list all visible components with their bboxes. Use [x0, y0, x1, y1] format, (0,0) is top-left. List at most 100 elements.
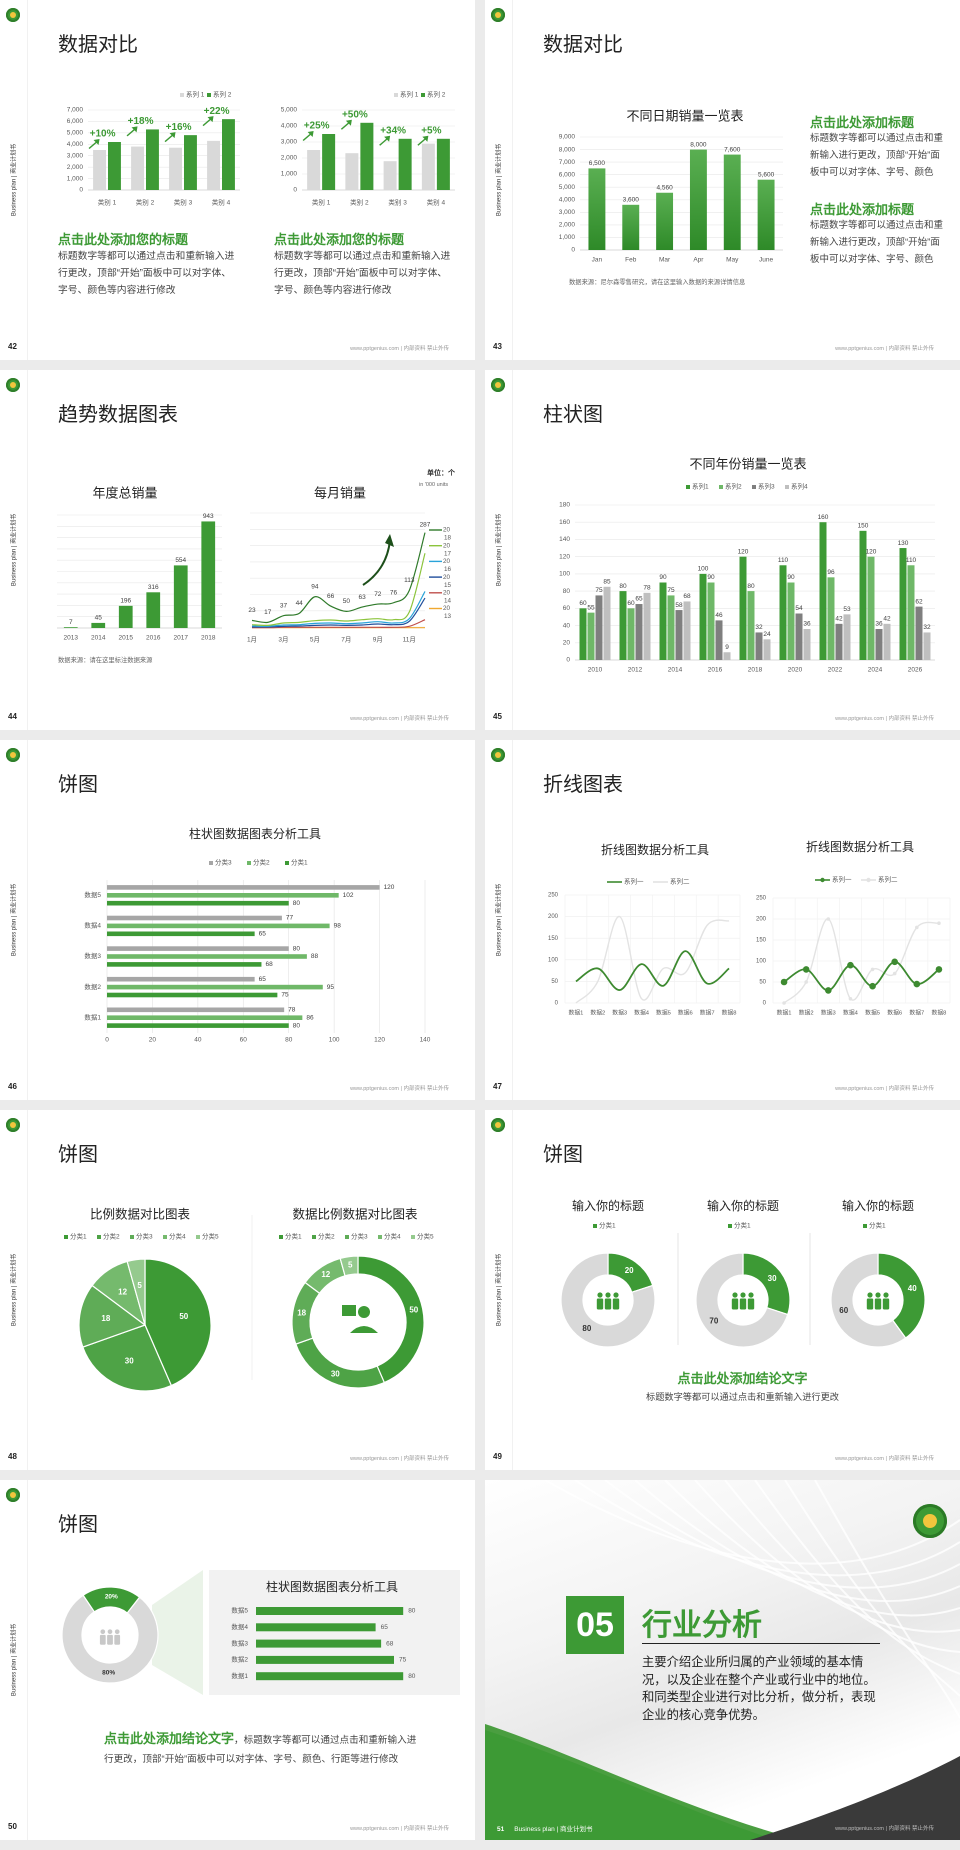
- x-tick-label: 数据1: [569, 1009, 584, 1017]
- data-label: 76: [390, 589, 398, 596]
- legend-swatch: [686, 485, 690, 489]
- legend-label: 系列 2: [427, 90, 446, 99]
- series-line: [575, 950, 730, 991]
- chart-title: 折线图数据分析工具: [601, 842, 709, 857]
- data-label: 63: [358, 594, 366, 601]
- x-tick-label: 类别 2: [350, 198, 369, 207]
- pie-slice: [339, 1255, 359, 1277]
- logo-emblem-icon: [491, 378, 505, 392]
- block-body[interactable]: 标题数字等都可以通过点击和重新输入进行更改，顶部“开始”面板中可以对字体、字号、…: [58, 251, 235, 296]
- bar: [675, 610, 683, 660]
- pie-slice: [82, 1586, 141, 1614]
- slide-42[interactable]: 数据对比 0 1,000 2,000 3,000 4,000 5,000 6,000 7,00…: [0, 0, 475, 360]
- y-tick-label: 6,000: [67, 118, 84, 125]
- block-body[interactable]: 标题数字等都可以通过点击和重新输入进行更改，顶部“开始”面板中可以对字体、字号、…: [810, 220, 944, 265]
- block-heading[interactable]: 点击此处添加标题: [810, 202, 915, 217]
- section-description[interactable]: 主要介绍企业所归属的产业领域的基本情况，以及企业在整个产业或行业中的地位。和同类…: [642, 1655, 876, 1722]
- bar: [107, 900, 289, 906]
- slice-label: 12: [118, 1287, 127, 1296]
- up-arrow-icon: [88, 139, 100, 149]
- slide-45[interactable]: 柱状图 不同年份销量一览表 系列1 系列2 系列3 系列4 0 20 40 60 80 100 120…: [485, 370, 960, 730]
- legend-label: 系列4: [791, 482, 808, 491]
- y-tick-label: 0: [571, 247, 575, 254]
- slide-49[interactable]: 饼图 输入你的标题 分类1 20 80 输入你的标题 分类1 30 70 输入你的标题 分类1 40…: [485, 1110, 960, 1470]
- footer-text: www.pptgenius.com | 内部资料 禁止外传: [835, 1826, 934, 1832]
- y-tick-label: 40: [563, 622, 571, 629]
- bar: [307, 150, 321, 190]
- y-category-label: 数据2: [231, 1655, 248, 1664]
- data-marker: [782, 1001, 786, 1005]
- up-arrow-icon: [126, 126, 138, 137]
- person-head: [107, 1629, 113, 1635]
- data-marker: [847, 961, 854, 969]
- block-body[interactable]: 标题数字等都可以通过点击和重新输入进行更改，顶部“开始”面板中可以对字体、字号、…: [274, 251, 451, 296]
- data-label: 130: [898, 540, 909, 547]
- footer-label: Business plan | 商业计划书: [514, 1826, 593, 1833]
- dark-wave: [750, 1756, 960, 1840]
- conclusion-body[interactable]: 标题数字等都可以通过点击和重新输入进行更改: [646, 1392, 839, 1402]
- bar-chart-compare-left: 0 1,000 2,000 3,000 4,000 5,000 6,000 7,000 类别 1…: [67, 90, 455, 207]
- data-label: 75: [281, 992, 289, 999]
- logo-emblem-icon: [491, 1118, 505, 1132]
- data-label: 45: [95, 615, 103, 622]
- x-tick-label: 2018: [201, 635, 216, 642]
- x-tick-label: 数据7: [700, 1009, 715, 1017]
- slide-48[interactable]: 饼图 比例数据对比图表 分类1 分类2 分类3 分类4 分类5 50 30 18 12 5 数据比例数…: [0, 1110, 475, 1470]
- x-tick-label: June: [759, 257, 773, 264]
- pie-slice: [357, 1255, 425, 1384]
- data-label: 96: [827, 569, 835, 576]
- slice-label: 30: [125, 1356, 134, 1365]
- x-tick-label: 80: [285, 1037, 293, 1044]
- bar: [93, 150, 106, 190]
- slide-46[interactable]: 饼图 柱状图数据图表分析工具 分类3 分类2 分类1 0 20 40 60 80 100 120 14…: [0, 740, 475, 1100]
- data-label: 78: [288, 1007, 296, 1014]
- conclusion-paragraph[interactable]: 点击此处添加结论文字，标题数字等都可以通过点击和重新输入进行更改，顶部“开始”面…: [104, 1729, 424, 1769]
- data-label: 120: [738, 548, 749, 555]
- y-category-label: 数据4: [231, 1622, 248, 1631]
- series-line: [251, 619, 426, 629]
- bar: [118, 605, 133, 628]
- x-tick-label: 2016: [708, 667, 723, 674]
- slice-label: 30: [768, 1274, 777, 1283]
- bar: [723, 652, 731, 660]
- slide-43[interactable]: 数据对比 不同日期销量一览表 0 1,000 2,000 3,000 4,000 5,000…: [485, 0, 960, 360]
- section-title[interactable]: 行业分析: [642, 1609, 762, 1642]
- data-label: 80: [619, 583, 627, 590]
- y-tick-label: 0: [293, 187, 297, 194]
- data-label: 42: [835, 616, 843, 623]
- x-tick-label: 11月: [403, 636, 416, 644]
- legend-swatch: [285, 861, 289, 865]
- x-tick-label: Feb: [625, 257, 637, 264]
- chart-title: 折线图数据分析工具: [806, 839, 914, 854]
- up-arrow-icon: [164, 132, 176, 143]
- logo-emblem-icon: [6, 1118, 20, 1132]
- conclusion-heading[interactable]: 点击此处添加结论文字: [677, 1371, 808, 1386]
- block-heading[interactable]: 点击此处添加您的标题: [274, 232, 405, 247]
- data-label: 120: [866, 548, 877, 555]
- data-marker: [937, 921, 941, 925]
- pie-slice: [144, 1258, 212, 1387]
- slide-50[interactable]: 饼图 80% 20% 柱状图数据图表分析工具 数据5 80 数据4 65 数据3 68 数据2 75…: [0, 1480, 475, 1840]
- footer-text: www.pptgenius.com | 内部资料 禁止外传: [350, 1086, 449, 1092]
- slice-label: 12: [321, 1270, 330, 1279]
- y-tick-label: 50: [759, 980, 766, 986]
- y-tick-label: 9,000: [559, 134, 576, 141]
- series-line: [251, 597, 426, 628]
- chart-title: 数据比例数据对比图表: [292, 1206, 418, 1221]
- x-tick-label: 2014: [668, 667, 683, 674]
- slide-51-section-cover[interactable]: 05 行业分析 主要介绍企业所归属的产业领域的基本情况，以及企业在整个产业或行业…: [485, 1480, 960, 1840]
- chart-title: 每月销量: [314, 485, 366, 500]
- bar: [843, 614, 851, 660]
- slide-44[interactable]: 趋势数据图表 年度总销量 7 2013 45 2014 196 2015 316 2016 554…: [0, 370, 475, 730]
- block-heading[interactable]: 点击此处添加您的标题: [58, 232, 189, 247]
- slide-47[interactable]: 折线图表 折线图数据分析工具 系列一 系列二 0 50 100 150 200 250 数据1 数据…: [485, 740, 960, 1100]
- block-heading[interactable]: 点击此处添加标题: [810, 115, 915, 130]
- bar: [739, 556, 747, 660]
- block-body[interactable]: 标题数字等都可以通过点击和重新输入进行更改，顶部“开始”面板中可以对字体、字号、…: [810, 133, 944, 178]
- footer-text: www.pptgenius.com | 内部资料 禁止外传: [350, 346, 449, 352]
- divider: [642, 1643, 880, 1644]
- legend-label: 20: [443, 574, 451, 581]
- bar: [779, 565, 787, 660]
- page-number: 51: [497, 1826, 505, 1833]
